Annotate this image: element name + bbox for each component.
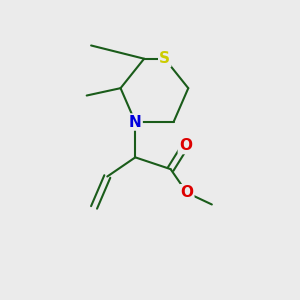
Text: O: O <box>180 185 193 200</box>
Text: N: N <box>129 115 142 130</box>
Text: S: S <box>159 51 170 66</box>
Text: O: O <box>179 138 192 153</box>
